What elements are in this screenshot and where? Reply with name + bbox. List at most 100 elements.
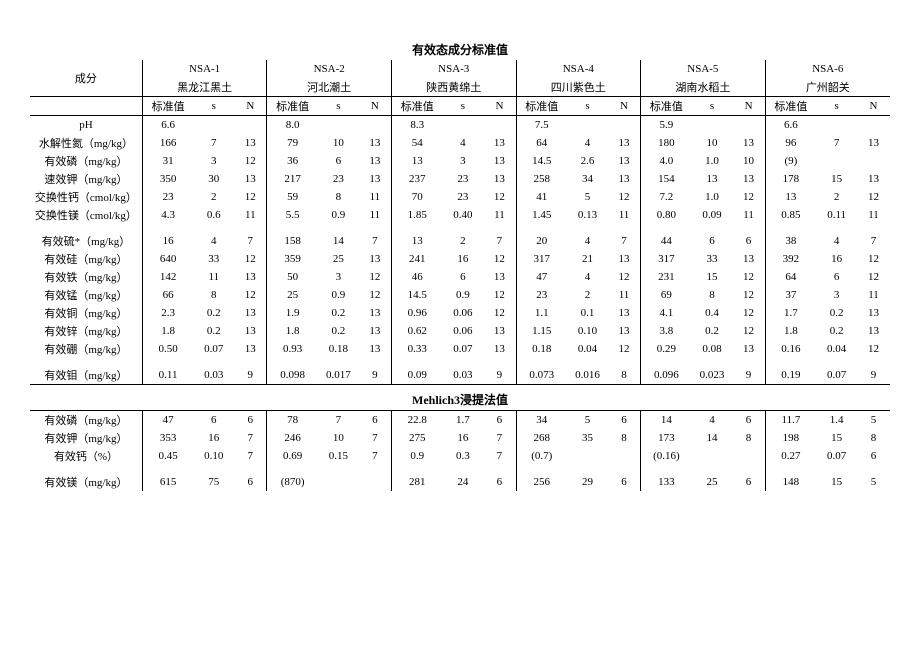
cell: 10 bbox=[318, 134, 359, 152]
cell: 5 bbox=[857, 473, 890, 491]
cell bbox=[608, 447, 641, 465]
cell: 79 bbox=[267, 134, 318, 152]
table-row: 有效硫*（mg/kg）16471581471327204744663847 bbox=[30, 232, 890, 250]
cell: 0.2 bbox=[318, 322, 359, 340]
cell: 16 bbox=[193, 429, 234, 447]
cell: 0.33 bbox=[391, 340, 442, 358]
cell: 2.6 bbox=[567, 152, 608, 170]
cell: 0.62 bbox=[391, 322, 442, 340]
cell: 13 bbox=[732, 170, 765, 188]
cell: 0.2 bbox=[816, 304, 857, 322]
cell: 142 bbox=[142, 268, 193, 286]
cell: 6 bbox=[443, 268, 484, 286]
cell: 33 bbox=[193, 250, 234, 268]
cell bbox=[732, 447, 765, 465]
group-code-row: 成分 NSA-1 NSA-2 NSA-3 NSA-4 NSA-5 NSA-6 bbox=[30, 60, 890, 78]
cell: 13 bbox=[608, 322, 641, 340]
cell: 11 bbox=[732, 206, 765, 224]
table-row: 有效镁（mg/kg）615756(870)2812462562961332561… bbox=[30, 473, 890, 491]
cell: 13 bbox=[857, 134, 890, 152]
cell: 2 bbox=[193, 188, 234, 206]
cell: 14 bbox=[692, 429, 733, 447]
cell: 64 bbox=[765, 268, 816, 286]
cell: 0.2 bbox=[692, 322, 733, 340]
cell: 4 bbox=[567, 268, 608, 286]
header-comp: 成分 bbox=[30, 60, 142, 97]
cell: 6.6 bbox=[765, 116, 816, 135]
cell: 13 bbox=[483, 322, 516, 340]
cell: 7 bbox=[483, 232, 516, 250]
cell: 0.6 bbox=[193, 206, 234, 224]
cell: 5 bbox=[857, 411, 890, 430]
cell bbox=[857, 116, 890, 135]
cell bbox=[234, 116, 267, 135]
group-region-3: 四川紫色土 bbox=[516, 78, 641, 97]
cell: 6 bbox=[608, 473, 641, 491]
cell: 11 bbox=[608, 206, 641, 224]
cell: 13 bbox=[732, 134, 765, 152]
group-code-0: NSA-1 bbox=[142, 60, 267, 78]
cell: 6.6 bbox=[142, 116, 193, 135]
table-row: 有效磷（mg/kg）4766787622.81.763456144611.71.… bbox=[30, 411, 890, 430]
cell: 69 bbox=[641, 286, 692, 304]
cell: 0.2 bbox=[816, 322, 857, 340]
cell: 1.1 bbox=[516, 304, 567, 322]
cell: 7 bbox=[608, 232, 641, 250]
cell: 11.7 bbox=[765, 411, 816, 430]
cell: 350 bbox=[142, 170, 193, 188]
group-code-2: NSA-3 bbox=[391, 60, 516, 78]
cell: 15 bbox=[816, 170, 857, 188]
cell: 6 bbox=[359, 411, 392, 430]
cell: 0.40 bbox=[443, 206, 484, 224]
cell: 158 bbox=[267, 232, 318, 250]
cell: 2 bbox=[567, 286, 608, 304]
cell: 25 bbox=[318, 250, 359, 268]
cell: 2 bbox=[443, 232, 484, 250]
cell: 13 bbox=[359, 340, 392, 358]
cell: 15 bbox=[816, 429, 857, 447]
cell: 16 bbox=[443, 429, 484, 447]
cell: 0.03 bbox=[193, 366, 234, 385]
cell: 9 bbox=[732, 366, 765, 385]
cell: 13 bbox=[483, 340, 516, 358]
cell: 11 bbox=[857, 206, 890, 224]
cell: 246 bbox=[267, 429, 318, 447]
cell: 13 bbox=[857, 304, 890, 322]
cell: 5.9 bbox=[641, 116, 692, 135]
cell: 12 bbox=[857, 268, 890, 286]
cell: 70 bbox=[391, 188, 442, 206]
cell: 12 bbox=[732, 304, 765, 322]
cell: 0.06 bbox=[443, 304, 484, 322]
cell: 33 bbox=[692, 250, 733, 268]
cell: 4 bbox=[567, 232, 608, 250]
row-label: 有效硼（mg/kg） bbox=[30, 340, 142, 358]
cell: 50 bbox=[267, 268, 318, 286]
table-row: 交换性镁（cmol/kg）4.30.6115.50.9111.850.40111… bbox=[30, 206, 890, 224]
cell: 11 bbox=[193, 268, 234, 286]
cell: 13 bbox=[608, 134, 641, 152]
cell: 6 bbox=[234, 411, 267, 430]
cell: 8 bbox=[692, 286, 733, 304]
cell: 8 bbox=[608, 366, 641, 385]
cell: 0.96 bbox=[391, 304, 442, 322]
cell: 6 bbox=[732, 232, 765, 250]
cell: 0.9 bbox=[391, 447, 442, 465]
cell: 7 bbox=[318, 411, 359, 430]
cell bbox=[443, 116, 484, 135]
cell: 13 bbox=[391, 232, 442, 250]
cell: 0.04 bbox=[567, 340, 608, 358]
cell: 4 bbox=[816, 232, 857, 250]
cell: 4.1 bbox=[641, 304, 692, 322]
cell: 96 bbox=[765, 134, 816, 152]
cell: 6 bbox=[318, 152, 359, 170]
cell: 12 bbox=[359, 286, 392, 304]
cell: 1.0 bbox=[692, 152, 733, 170]
row-label: 有效镁（mg/kg） bbox=[30, 473, 142, 491]
cell: 12 bbox=[234, 152, 267, 170]
cell: 13 bbox=[483, 268, 516, 286]
cell: 0.69 bbox=[267, 447, 318, 465]
cell: 25 bbox=[692, 473, 733, 491]
cell: 0.80 bbox=[641, 206, 692, 224]
cell: 1.9 bbox=[267, 304, 318, 322]
cell: 166 bbox=[142, 134, 193, 152]
